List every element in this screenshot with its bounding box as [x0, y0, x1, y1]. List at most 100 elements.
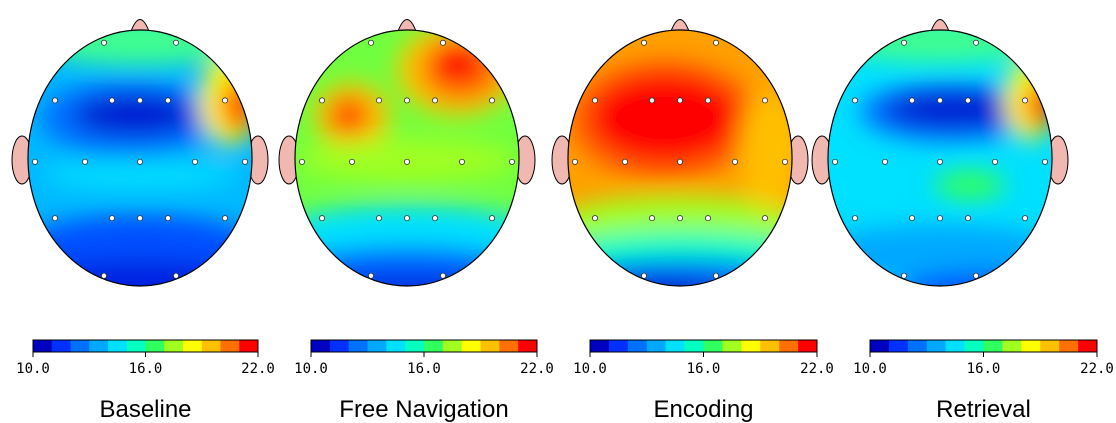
electrode: [937, 216, 942, 221]
colorbar-cell: [108, 340, 127, 352]
electrode: [901, 40, 906, 45]
electrode: [376, 216, 381, 221]
colorbar-tick-label: 22.0: [520, 361, 554, 377]
colorbar-cell: [666, 340, 685, 352]
electrode: [137, 216, 142, 221]
electrode: [509, 159, 514, 164]
electrode: [165, 98, 170, 103]
colorbar-cell: [386, 340, 405, 352]
electrode: [901, 273, 906, 278]
electrode: [192, 159, 197, 164]
map-blob: [73, 95, 197, 135]
colorbar-cell: [722, 340, 741, 352]
colorbar-cell: [311, 340, 330, 352]
colorbar-cell: [741, 340, 760, 352]
colorbar-cell: [499, 340, 518, 352]
panel-title: Baseline: [99, 396, 191, 423]
electrode: [992, 159, 997, 164]
map-blob: [590, 73, 740, 163]
colorbar-cell: [685, 340, 704, 352]
colorbar-cell: [628, 340, 647, 352]
electrode: [713, 40, 718, 45]
colorbar-tick-label: 22.0: [1080, 361, 1114, 377]
colorbar-tick-label: 22.0: [241, 361, 275, 377]
electrode: [101, 273, 106, 278]
colorbar-cell: [518, 340, 537, 352]
electrode: [649, 98, 654, 103]
panel-title: Encoding: [653, 396, 753, 423]
colorbar-cell: [462, 340, 481, 352]
map-blob: [40, 161, 240, 189]
colorbar-cell: [984, 340, 1003, 352]
colorbar-tick-label: 16.0: [967, 361, 1001, 377]
colorbar-cell: [798, 340, 817, 352]
colorbar-cell: [590, 340, 609, 352]
electrode: [762, 216, 767, 221]
map-blobs: [267, 25, 547, 307]
colorbar-cell: [330, 340, 349, 352]
electrode: [32, 159, 37, 164]
electrode: [677, 216, 682, 221]
electrode: [165, 216, 170, 221]
electrode: [965, 216, 970, 221]
map-blob: [307, 277, 507, 307]
colorbar-tick-label: 10.0: [573, 361, 607, 377]
map-blob: [20, 260, 260, 310]
electrode: [705, 216, 710, 221]
electrode: [432, 98, 437, 103]
colorbar-cell: [239, 340, 258, 352]
colorbar-cell: [704, 340, 723, 352]
colorbar-tick-label: 10.0: [853, 361, 887, 377]
electrode: [109, 216, 114, 221]
electrode: [432, 216, 437, 221]
electrode: [82, 159, 87, 164]
colorbar-cell: [889, 340, 908, 352]
colorbar-tick-label: 16.0: [687, 361, 721, 377]
electrode: [404, 159, 409, 164]
topomap: [810, 18, 1070, 308]
colorbar-cell: [965, 340, 984, 352]
colorbar-cell: [443, 340, 462, 352]
electrode: [404, 98, 409, 103]
colorbar-cell: [71, 340, 90, 352]
electrode: [852, 98, 857, 103]
colorbar-cell: [481, 340, 500, 352]
electrode: [489, 98, 494, 103]
electrode: [440, 40, 445, 45]
electrode: [173, 40, 178, 45]
colorbar-cell: [127, 340, 146, 352]
map-blob: [277, 247, 537, 303]
map-blob: [331, 98, 367, 134]
colorbar-cell: [927, 340, 946, 352]
topomap: [10, 15, 270, 310]
colorbar-tick-label: 10.0: [294, 361, 328, 377]
electrode: [1042, 159, 1047, 164]
electrode: [368, 273, 373, 278]
colorbar-cell: [946, 340, 965, 352]
colorbar-cell: [908, 340, 927, 352]
colorbar-cell: [1021, 340, 1040, 352]
colorbar-tick-label: 16.0: [129, 361, 163, 377]
colorbar-cell: [33, 340, 52, 352]
electrode: [1022, 98, 1027, 103]
colorbar-cell: [368, 340, 387, 352]
map-blob: [740, 90, 800, 210]
electrode: [782, 159, 787, 164]
topomap: [267, 20, 547, 308]
colorbar-cell: [647, 340, 666, 352]
electrode: [937, 159, 942, 164]
electrode: [909, 98, 914, 103]
colorbar-cell: [183, 340, 202, 352]
electrode: [852, 216, 857, 221]
map-fill: [550, 25, 810, 307]
panel-title: Free Navigation: [339, 396, 508, 423]
colorbar-cell: [609, 340, 628, 352]
electrode: [677, 159, 682, 164]
colorbar-cell: [221, 340, 240, 352]
electrode: [592, 216, 597, 221]
electrode: [459, 159, 464, 164]
colorbar-cell: [349, 340, 368, 352]
electrode: [299, 159, 304, 164]
electrode: [376, 98, 381, 103]
colorbar-cell: [870, 340, 889, 352]
